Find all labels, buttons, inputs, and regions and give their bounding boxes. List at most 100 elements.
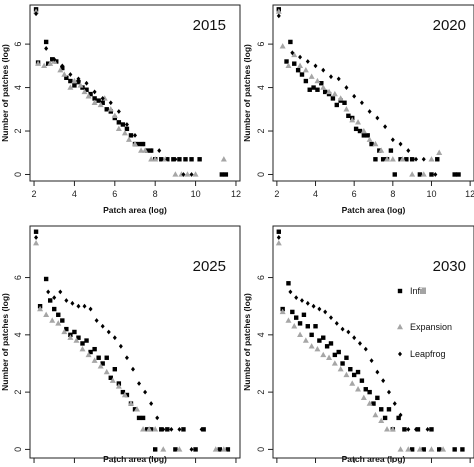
y-axis-label: Number of patches (log) bbox=[0, 293, 10, 391]
expansion-point bbox=[275, 8, 282, 14]
leapfrog-point bbox=[321, 67, 326, 73]
infill-point bbox=[76, 335, 81, 340]
leapfrog-point bbox=[344, 85, 349, 90]
infill-point bbox=[183, 157, 188, 162]
infill-point bbox=[322, 89, 328, 95]
expansion-point bbox=[33, 239, 40, 246]
x-tick-label: 2 bbox=[32, 189, 37, 199]
infill-point bbox=[342, 100, 347, 105]
infill-point bbox=[404, 157, 409, 162]
expansion-point bbox=[343, 106, 350, 112]
leapfrog-point bbox=[305, 59, 310, 64]
leapfrog-point bbox=[346, 329, 351, 335]
series-leapfrog bbox=[276, 13, 438, 177]
leapfrog-point bbox=[189, 172, 194, 177]
infill-point bbox=[165, 427, 170, 432]
infill-point bbox=[197, 157, 202, 162]
infill-point bbox=[60, 318, 65, 323]
expansion-point bbox=[355, 119, 362, 125]
leapfrog-point bbox=[336, 76, 341, 82]
expansion-point bbox=[41, 62, 48, 69]
expansion-point bbox=[389, 426, 396, 432]
series-expansion bbox=[275, 8, 443, 177]
leapfrog-point bbox=[383, 124, 388, 130]
infill-point bbox=[152, 447, 158, 452]
infill-point bbox=[84, 87, 89, 92]
expansion-point bbox=[337, 366, 344, 372]
infill-point bbox=[429, 427, 434, 432]
infill-point bbox=[392, 172, 397, 177]
expansion-point bbox=[384, 156, 391, 162]
expansion-point bbox=[308, 73, 315, 79]
infill-point bbox=[388, 148, 394, 153]
infill-point bbox=[307, 87, 312, 92]
leapfrog-point bbox=[189, 447, 194, 452]
leapfrog-point bbox=[143, 389, 148, 395]
infill-point bbox=[303, 78, 309, 84]
leapfrog-point bbox=[141, 141, 146, 147]
expansion-point bbox=[33, 8, 40, 14]
infill-point bbox=[336, 349, 341, 355]
infill-point bbox=[64, 326, 69, 332]
expansion-point bbox=[275, 239, 282, 246]
expansion-point bbox=[416, 446, 423, 452]
infill-point bbox=[68, 78, 73, 84]
infill-point bbox=[334, 102, 339, 108]
expansion-point bbox=[142, 147, 149, 153]
infill-point bbox=[50, 57, 55, 62]
expansion-point bbox=[314, 77, 321, 84]
expansion-point bbox=[91, 99, 98, 105]
y-tick-label: 6 bbox=[256, 275, 266, 280]
infill-point bbox=[136, 415, 142, 421]
expansion-point bbox=[297, 62, 304, 69]
expansion-point bbox=[405, 446, 412, 452]
leapfrog-point bbox=[369, 358, 374, 364]
leapfrog-point bbox=[64, 298, 69, 303]
y-axis-label: Number of patches (log) bbox=[242, 293, 252, 391]
infill-point bbox=[379, 407, 384, 412]
leapfrog-point bbox=[161, 426, 166, 432]
infill-point bbox=[375, 395, 380, 401]
infill-point bbox=[193, 447, 198, 452]
leapfrog-point bbox=[58, 289, 63, 295]
leapfrog-point bbox=[311, 303, 316, 309]
leapfrog-point bbox=[421, 156, 426, 162]
infill-point bbox=[284, 59, 289, 64]
leapfrog-point bbox=[298, 54, 303, 60]
expansion-point bbox=[428, 446, 435, 452]
leapfrog-point bbox=[52, 295, 57, 301]
infill-point bbox=[144, 148, 150, 153]
infill-point bbox=[132, 407, 138, 412]
infill-point bbox=[43, 276, 49, 282]
expansion-point bbox=[220, 446, 227, 452]
expansion-point bbox=[115, 125, 122, 132]
expansion-point bbox=[220, 156, 227, 162]
leapfrog-point bbox=[433, 172, 438, 177]
legend-marker-expansion bbox=[397, 323, 403, 330]
infill-point bbox=[54, 59, 59, 64]
plot-frame bbox=[29, 4, 241, 182]
series-expansion bbox=[275, 239, 447, 452]
leapfrog-point bbox=[112, 335, 117, 341]
leapfrog-point bbox=[392, 401, 397, 406]
infill-point bbox=[112, 367, 118, 372]
infill-point bbox=[56, 312, 61, 317]
infill-point bbox=[219, 172, 225, 177]
infill-point bbox=[355, 369, 361, 375]
infill-point bbox=[72, 83, 77, 88]
infill-point bbox=[88, 349, 93, 355]
y-tick-label: 4 bbox=[256, 332, 266, 337]
leapfrog-point bbox=[352, 93, 357, 99]
infill-point bbox=[293, 315, 299, 320]
infill-point bbox=[353, 126, 359, 132]
leapfrog-point bbox=[352, 335, 357, 341]
infill-point bbox=[398, 157, 403, 162]
legend: Infill Expansion Leapfrog bbox=[397, 286, 452, 359]
x-axis-label: Patch area (log) bbox=[103, 205, 167, 215]
expansion-point bbox=[71, 77, 78, 84]
leapfrog-point bbox=[52, 56, 57, 62]
infill-point bbox=[201, 427, 206, 432]
series-infill bbox=[276, 229, 465, 452]
infill-point bbox=[276, 229, 281, 234]
